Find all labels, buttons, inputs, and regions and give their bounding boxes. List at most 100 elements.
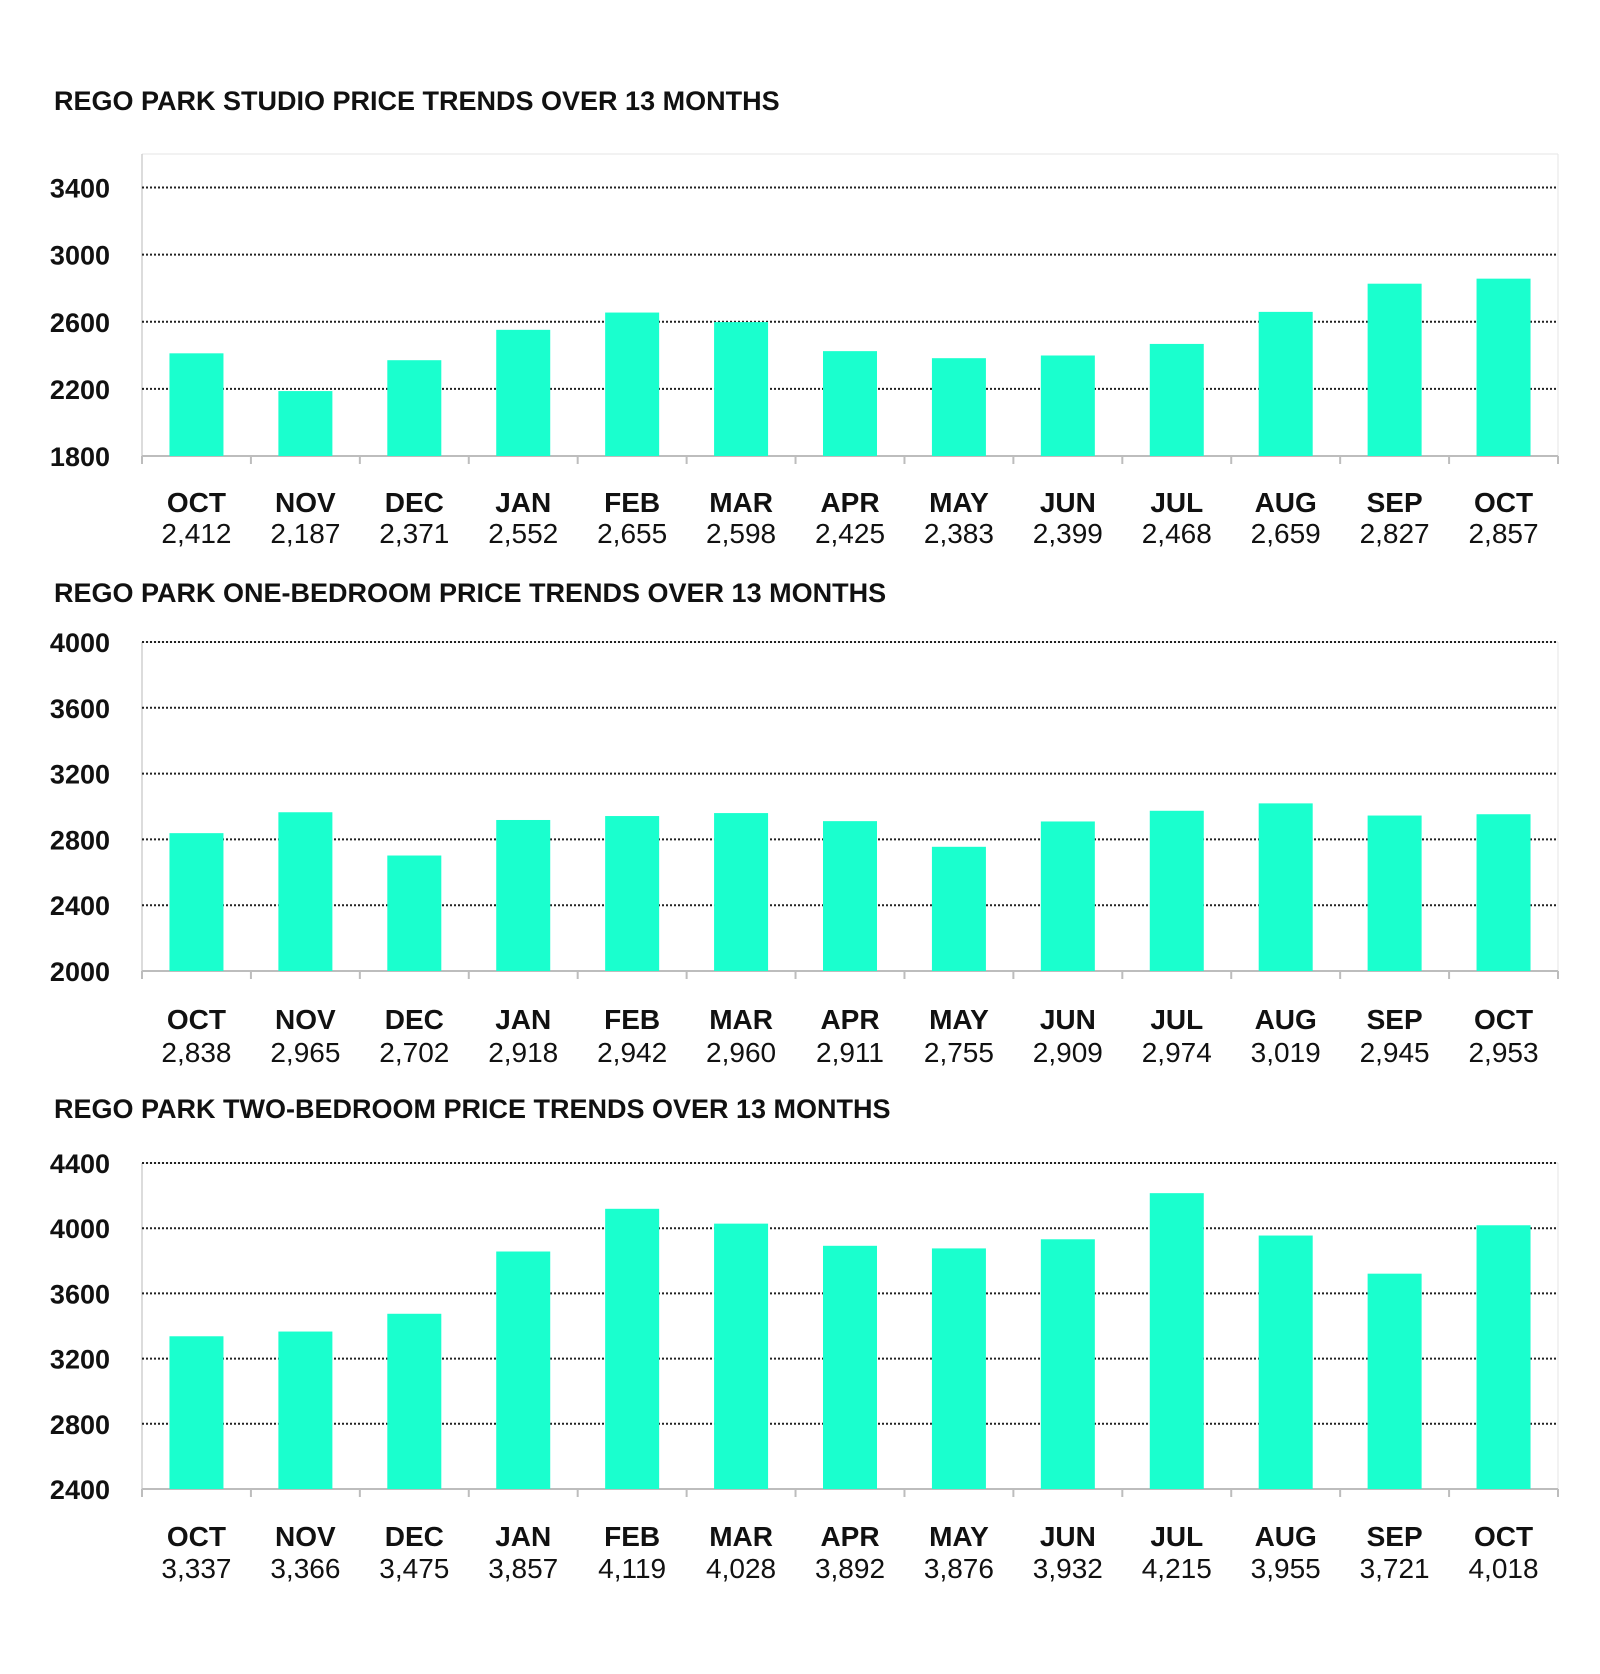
x-category-label: SEP <box>1367 1521 1423 1552</box>
data-value-label: 4,215 <box>1142 1553 1212 1584</box>
bar <box>1476 1225 1531 1489</box>
bar <box>1367 283 1422 456</box>
data-value-label: 3,892 <box>815 1553 885 1584</box>
data-value-label: 2,659 <box>1251 518 1321 549</box>
x-category-label: SEP <box>1367 1004 1423 1035</box>
x-category-label: JUL <box>1150 487 1203 518</box>
data-value-label: 2,960 <box>706 1037 776 1068</box>
bar <box>1476 278 1531 456</box>
data-value-label: 2,857 <box>1468 518 1538 549</box>
x-category-label: MAY <box>929 1004 989 1035</box>
x-category-label: JUN <box>1040 1004 1096 1035</box>
data-value-label: 2,965 <box>270 1037 340 1068</box>
chart-studio: 18002200260030003400OCT2,412NOV2,187DEC2… <box>50 153 1559 549</box>
data-value-label: 2,655 <box>597 518 667 549</box>
x-category-label: MAR <box>709 1004 773 1035</box>
x-category-label: SEP <box>1367 487 1423 518</box>
data-value-label: 2,974 <box>1142 1037 1212 1068</box>
x-category-label: JAN <box>495 1004 551 1035</box>
y-tick-label: 2800 <box>50 1410 110 1440</box>
data-value-label: 2,412 <box>161 518 231 549</box>
bar <box>714 813 769 971</box>
bar <box>387 855 442 971</box>
data-value-label: 4,018 <box>1468 1553 1538 1584</box>
x-category-label: JUL <box>1150 1521 1203 1552</box>
bar <box>1367 1273 1422 1489</box>
x-category-label: NOV <box>275 1004 336 1035</box>
data-value-label: 2,918 <box>488 1037 558 1068</box>
x-category-label: APR <box>820 1004 879 1035</box>
y-tick-label: 3200 <box>50 1345 110 1375</box>
x-category-label: JAN <box>495 1521 551 1552</box>
chart-one-bedroom: 200024002800320036004000OCT2,838NOV2,965… <box>50 628 1559 1068</box>
bar <box>714 1223 769 1489</box>
x-category-label: NOV <box>275 487 336 518</box>
y-tick-label: 2000 <box>50 957 110 987</box>
y-tick-label: 2600 <box>50 308 110 338</box>
x-category-label: AUG <box>1255 1004 1317 1035</box>
bar <box>1040 821 1095 971</box>
chart-title-studio: REGO PARK STUDIO PRICE TRENDS OVER 13 MO… <box>54 86 780 116</box>
data-value-label: 2,371 <box>379 518 449 549</box>
x-category-label: JUN <box>1040 487 1096 518</box>
x-category-label: MAY <box>929 487 989 518</box>
bar <box>496 1251 551 1489</box>
x-category-label: OCT <box>1474 1521 1533 1552</box>
y-tick-label: 3000 <box>50 241 110 271</box>
y-tick-label: 4400 <box>50 1149 110 1179</box>
y-tick-label: 3400 <box>50 174 110 204</box>
bar <box>278 391 333 456</box>
bar <box>387 1313 442 1489</box>
bar <box>169 1336 224 1489</box>
x-category-label: FEB <box>604 1521 660 1552</box>
x-category-label: DEC <box>385 1004 444 1035</box>
bar <box>278 1331 333 1489</box>
chart-two-bedroom: 240028003200360040004400OCT3,337NOV3,366… <box>50 1149 1559 1584</box>
bar <box>605 816 660 971</box>
x-category-label: OCT <box>167 1004 226 1035</box>
data-value-label: 3,876 <box>924 1553 994 1584</box>
chart-title-one-bedroom: REGO PARK ONE-BEDROOM PRICE TRENDS OVER … <box>54 578 887 608</box>
bar <box>1149 343 1204 456</box>
bar <box>1040 355 1095 456</box>
bar <box>1258 803 1313 971</box>
x-category-label: APR <box>820 487 879 518</box>
bar <box>278 812 333 971</box>
data-value-label: 2,953 <box>1468 1037 1538 1068</box>
data-value-label: 2,909 <box>1033 1037 1103 1068</box>
bar <box>605 312 660 456</box>
bar <box>1258 311 1313 456</box>
y-tick-label: 1800 <box>50 442 110 472</box>
bar <box>1476 814 1531 971</box>
x-category-label: JUL <box>1150 1004 1203 1035</box>
data-value-label: 2,399 <box>1033 518 1103 549</box>
bar <box>931 1248 986 1489</box>
data-value-label: 3,337 <box>161 1553 231 1584</box>
bar <box>714 322 769 456</box>
y-tick-label: 4000 <box>50 628 110 658</box>
y-tick-label: 3600 <box>50 1279 110 1309</box>
data-value-label: 2,187 <box>270 518 340 549</box>
y-tick-label: 2400 <box>50 891 110 921</box>
data-value-label: 3,475 <box>379 1553 449 1584</box>
bar <box>1258 1235 1313 1489</box>
x-category-label: JAN <box>495 487 551 518</box>
data-value-label: 2,425 <box>815 518 885 549</box>
bar <box>605 1208 660 1489</box>
bar <box>823 351 877 456</box>
x-category-label: OCT <box>1474 487 1533 518</box>
data-value-label: 3,857 <box>488 1553 558 1584</box>
x-category-label: OCT <box>167 487 226 518</box>
bar <box>931 846 986 971</box>
data-value-label: 2,383 <box>924 518 994 549</box>
bar <box>1149 1193 1204 1489</box>
data-value-label: 2,827 <box>1360 518 1430 549</box>
data-value-label: 3,932 <box>1033 1553 1103 1584</box>
data-value-label: 2,755 <box>924 1037 994 1068</box>
bar <box>496 329 551 456</box>
x-category-label: AUG <box>1255 1521 1317 1552</box>
x-category-label: FEB <box>604 1004 660 1035</box>
data-value-label: 3,955 <box>1251 1553 1321 1584</box>
x-category-label: NOV <box>275 1521 336 1552</box>
x-category-label: FEB <box>604 487 660 518</box>
